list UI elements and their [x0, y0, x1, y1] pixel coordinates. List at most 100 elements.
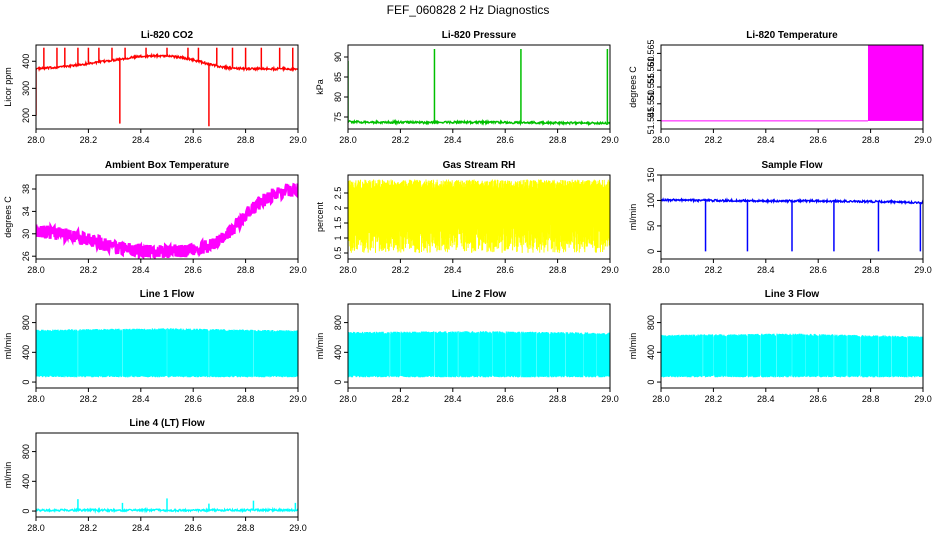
x-tick-label: 29.0	[289, 394, 307, 404]
y-tick-label: 30	[21, 229, 31, 239]
x-tick-label: 28.8	[237, 394, 255, 404]
chart-title: Line 3 Flow	[765, 289, 820, 300]
y-tick-label: 85	[333, 72, 343, 82]
y-tick-label: 26	[21, 251, 31, 261]
y-tick-label: 51.555	[646, 73, 656, 101]
y-tick-label: 0	[646, 249, 656, 254]
x-tick-label: 29.0	[914, 394, 932, 404]
y-tick-label: 400	[21, 54, 31, 69]
y-tick-label: 0	[333, 380, 343, 385]
x-tick-label: 28.0	[339, 265, 357, 275]
plot-frame	[660, 303, 924, 389]
y-axis-label: degrees C	[628, 66, 638, 108]
chart-title: Li-820 Pressure	[442, 30, 517, 41]
y-tick-label: 400	[333, 345, 343, 360]
x-tick-label: 28.6	[496, 394, 514, 404]
plot-frame	[35, 432, 299, 518]
x-tick-label: 28.8	[549, 265, 567, 275]
x-tick-label: 28.6	[809, 394, 827, 404]
x-tick-label: 28.8	[237, 265, 255, 275]
series-marks	[348, 179, 610, 254]
x-tick-label: 28.8	[549, 135, 567, 145]
plot-frame	[660, 174, 924, 260]
series-marks	[661, 197, 923, 252]
series-band	[348, 331, 610, 378]
chart-panels: Li-820 CO2 Licor ppm 28.0 28.2 28.4 28.6 28.8 2…	[3, 30, 932, 533]
chart-panel: Gas Stream RH percent 28.0 28.2 28.4 28.6 28.8…	[315, 160, 619, 275]
series-area	[867, 45, 923, 121]
x-tick-label: 28.8	[237, 523, 255, 533]
x-tick-label: 28.8	[549, 394, 567, 404]
y-tick-label: 0	[21, 380, 31, 385]
x-tick-label: 28.6	[496, 135, 514, 145]
y-tick-label: 1	[333, 235, 343, 240]
y-tick-label: 100	[646, 193, 656, 208]
y-tick-label: 90	[333, 52, 343, 62]
y-tick-label: 800	[646, 315, 656, 330]
x-tick-label: 28.0	[27, 394, 45, 404]
series-line	[36, 52, 298, 73]
series-marks	[348, 331, 610, 378]
x-tick-label: 28.4	[757, 265, 775, 275]
x-tick-label: 29.0	[601, 265, 619, 275]
x-tick-label: 28.2	[705, 394, 723, 404]
series-line	[348, 118, 610, 127]
x-tick-label: 28.2	[392, 394, 410, 404]
chart-panel: Li-820 Pressure kPa 28.0 28.2 28.4 28.6 28.8 29…	[315, 30, 619, 145]
x-tick-label: 28.0	[652, 135, 670, 145]
x-tick-label: 28.6	[809, 265, 827, 275]
x-tick-label: 28.4	[444, 394, 462, 404]
x-tick-label: 29.0	[601, 394, 619, 404]
x-tick-label: 28.2	[392, 265, 410, 275]
series-marks	[36, 182, 298, 259]
x-tick-label: 28.6	[496, 265, 514, 275]
plot-frame	[35, 174, 299, 260]
x-tick-label: 28.2	[80, 394, 98, 404]
y-axis-label: ml/min	[628, 204, 638, 231]
series-marks	[36, 498, 298, 514]
series-band	[661, 333, 923, 378]
x-tick-label: 29.0	[289, 135, 307, 145]
x-tick-label: 29.0	[914, 265, 932, 275]
chart-title: Li-820 Temperature	[746, 30, 838, 41]
y-tick-label: 2	[333, 205, 343, 210]
y-tick-label: 80	[333, 92, 343, 102]
plot-frame	[347, 174, 611, 260]
y-tick-label: 2.5	[333, 187, 343, 200]
chart-title: Line 2 Flow	[452, 289, 507, 300]
x-tick-label: 28.4	[132, 394, 150, 404]
x-tick-label: 28.4	[444, 265, 462, 275]
y-axis-label: degrees C	[3, 196, 13, 238]
chart-panel: Ambient Box Temperature degrees C 28.0 28.2…	[3, 160, 307, 275]
x-tick-label: 28.2	[80, 135, 98, 145]
x-tick-label: 28.0	[27, 523, 45, 533]
x-tick-label: 28.2	[80, 523, 98, 533]
y-tick-label: 51.550	[646, 90, 656, 118]
y-axis-label: kPa	[315, 79, 325, 95]
plot-frame	[347, 44, 611, 130]
y-tick-label: 300	[21, 81, 31, 96]
y-tick-label: 400	[21, 345, 31, 360]
x-tick-label: 28.4	[132, 523, 150, 533]
x-tick-label: 29.0	[914, 135, 932, 145]
series-marks	[661, 333, 923, 378]
x-tick-label: 29.0	[601, 135, 619, 145]
plot-frame	[35, 44, 299, 130]
chart-title: Line 1 Flow	[140, 289, 195, 300]
x-tick-label: 28.4	[132, 265, 150, 275]
chart-title: Line 4 (LT) Flow	[129, 418, 205, 429]
y-tick-label: 1.5	[333, 217, 343, 230]
y-axis-label: Licor ppm	[3, 67, 13, 107]
y-tick-label: 34	[21, 206, 31, 216]
chart-panel: Sample Flow ml/min 28.0 28.2 28.4 28.6 28.8 29.…	[628, 160, 932, 275]
chart-title: Sample Flow	[761, 160, 822, 171]
y-axis-label: ml/min	[3, 462, 13, 489]
x-tick-label: 28.0	[652, 265, 670, 275]
x-tick-label: 28.0	[339, 394, 357, 404]
x-tick-label: 28.6	[184, 265, 202, 275]
series-marks	[348, 49, 610, 127]
y-tick-label: 400	[646, 345, 656, 360]
x-tick-label: 28.6	[184, 394, 202, 404]
x-tick-label: 28.4	[132, 135, 150, 145]
